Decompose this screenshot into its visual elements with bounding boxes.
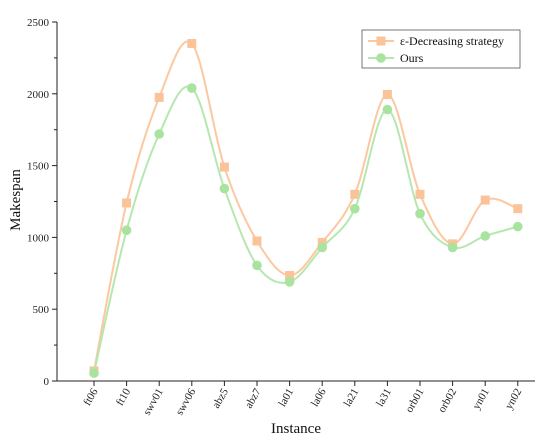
x-tick-label: ft06 bbox=[81, 386, 101, 408]
series-layer bbox=[89, 39, 523, 378]
data-point-eps-decreasing bbox=[513, 204, 523, 214]
data-point-ours bbox=[187, 83, 197, 93]
legend-marker-ours bbox=[376, 53, 386, 63]
data-point-ours bbox=[317, 242, 328, 253]
y-axis-label: Makespan bbox=[8, 169, 24, 231]
data-point-eps-decreasing bbox=[480, 195, 490, 205]
x-tick-label: swv06 bbox=[174, 386, 199, 417]
data-point-eps-decreasing bbox=[317, 237, 327, 247]
x-tick-label: yn01 bbox=[470, 387, 491, 412]
data-point-ours bbox=[480, 231, 491, 241]
data-point-ours bbox=[252, 260, 262, 271]
legend-label-eps-decreasing: ε-Decreasing strategy bbox=[400, 34, 504, 48]
x-tick-label: swv01 bbox=[141, 387, 166, 418]
data-point-ours bbox=[89, 368, 99, 378]
y-tick-label: 0 bbox=[44, 376, 50, 388]
x-tick-label: la01 bbox=[276, 387, 296, 409]
x-axis-label: Instance bbox=[271, 421, 321, 437]
data-point-eps-decreasing bbox=[382, 90, 392, 100]
data-point-eps-decreasing bbox=[219, 162, 229, 172]
data-point-ours bbox=[513, 221, 523, 232]
data-point-eps-decreasing bbox=[154, 92, 164, 102]
y-ticks: 0 500 1000 1500 2000 2500 bbox=[27, 17, 57, 388]
data-point-ours bbox=[154, 129, 164, 139]
legend-label-ours: Ours bbox=[400, 51, 424, 65]
x-tick-label: ft10 bbox=[114, 386, 134, 408]
data-point-ours bbox=[284, 277, 295, 287]
data-point-ours bbox=[121, 225, 132, 236]
data-point-eps-decreasing bbox=[415, 189, 425, 199]
x-tick-label: la31 bbox=[374, 387, 394, 409]
data-point-ours bbox=[219, 183, 230, 194]
data-point-ours bbox=[415, 208, 425, 219]
x-tick-label: orb02 bbox=[436, 387, 459, 415]
x-tick-label: la06 bbox=[309, 386, 329, 409]
data-point-ours bbox=[350, 203, 360, 214]
data-point-eps-decreasing bbox=[285, 270, 295, 280]
legend-marker-eps-decreasing bbox=[376, 36, 386, 46]
y-tick-label: 1000 bbox=[27, 232, 50, 244]
series-line-ours bbox=[93, 85, 519, 374]
x-tick-label: abz7 bbox=[243, 386, 264, 410]
x-tick-label: abz5 bbox=[210, 386, 231, 410]
x-ticks: ft06 ft10 swv01 swv06 abz5 abz7 la01 la06 la21 la… bbox=[81, 381, 524, 417]
data-point-eps-decreasing bbox=[350, 189, 360, 199]
y-tick-label: 2500 bbox=[27, 17, 50, 29]
series-line-eps-decreasing bbox=[93, 40, 519, 372]
y-tick-label: 2000 bbox=[27, 89, 50, 101]
legend-box bbox=[361, 29, 521, 69]
data-point-ours bbox=[447, 242, 458, 253]
data-point-ours bbox=[382, 104, 393, 115]
data-point-eps-decreasing bbox=[187, 39, 197, 49]
x-tick-label: la21 bbox=[342, 387, 362, 409]
x-tick-label: orb01 bbox=[403, 387, 426, 415]
data-point-eps-decreasing bbox=[122, 198, 132, 208]
data-point-eps-decreasing bbox=[252, 236, 262, 246]
y-tick-label: 500 bbox=[33, 304, 50, 316]
y-tick-label: 1500 bbox=[27, 161, 50, 173]
x-tick-label: yn02 bbox=[503, 387, 524, 412]
legend: ε-Decreasing strategy Ours bbox=[361, 29, 521, 69]
